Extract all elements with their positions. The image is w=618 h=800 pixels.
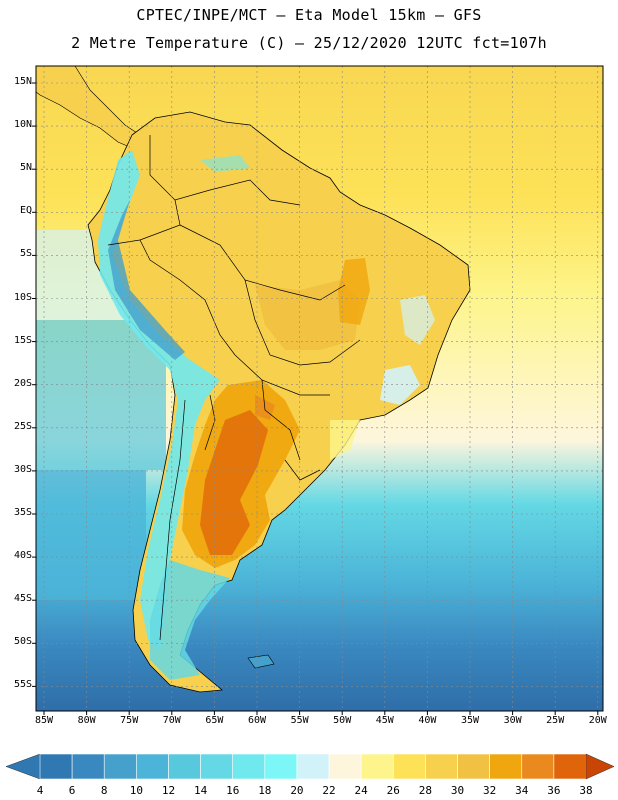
central-america — [36, 66, 141, 149]
lat-label: 40S — [13, 550, 32, 562]
lon-label: 60W — [247, 715, 267, 726]
colorbar-low-arrow — [5, 753, 41, 780]
colorbar-label: 36 — [547, 784, 561, 797]
lon-label: 45W — [375, 715, 394, 726]
colorbar-swatch — [232, 753, 266, 780]
lat-label: 5N — [19, 162, 32, 174]
colorbar-label: 22 — [322, 784, 336, 797]
lon-label: 40W — [418, 715, 437, 726]
colorbar-swatch — [553, 753, 587, 780]
colorbar-swatch — [392, 753, 426, 780]
map-title: CPTEC/INPE/MCT – Eta Model 15km – GFS — [136, 6, 482, 24]
lon-label: 75W — [120, 715, 139, 726]
lat-label: 25S — [13, 420, 32, 432]
colorbar-swatch — [264, 753, 298, 780]
colorbar-swatch — [200, 753, 234, 780]
colorbar-label: 6 — [68, 784, 76, 797]
colorbar-label: 10 — [129, 784, 143, 797]
colorbar-label: 8 — [100, 784, 108, 797]
lat-label: 15S — [13, 334, 32, 346]
lat-label: 10S — [13, 291, 32, 303]
lat-label: 15N — [13, 76, 32, 87]
colorbar-label: 32 — [483, 784, 497, 797]
lat-label: 35S — [13, 507, 32, 518]
lon-label: 55W — [290, 715, 309, 726]
map-subtitle: 2 Metre Temperature (C) – 25/12/2020 12U… — [71, 34, 547, 52]
colorbar-high-arrow — [585, 753, 615, 780]
colorbar-swatch — [489, 753, 523, 780]
lon-label: 80W — [77, 715, 96, 726]
country-borders — [107, 135, 361, 641]
colorbar-swatch — [360, 753, 394, 780]
colorbar-swatch — [425, 753, 458, 780]
colorbar-swatch — [136, 753, 169, 780]
lon-label: 35W — [460, 715, 480, 726]
colorbar-label: 4 — [36, 784, 44, 797]
lon-label: 20W — [588, 715, 607, 726]
lat-label: EQ — [19, 205, 32, 217]
colorbar-swatch — [103, 753, 137, 780]
colorbar-label: 26 — [386, 784, 400, 797]
lon-label: 85W — [34, 715, 54, 726]
lon-label: 65W — [205, 715, 224, 726]
colorbar-swatch — [521, 753, 555, 780]
colorbar-label: 18 — [258, 784, 272, 797]
colorbar-label: 34 — [515, 784, 529, 797]
colorbar-label: 20 — [290, 784, 304, 797]
temperature-colorbar — [5, 753, 615, 780]
colorbar-label: 24 — [354, 784, 368, 797]
lat-label: 30S — [13, 463, 32, 475]
falkland-islands — [247, 654, 275, 669]
lat-label: 45S — [13, 593, 32, 605]
colorbar-swatch — [328, 753, 362, 780]
lon-label: 25W — [546, 715, 565, 726]
lat-label: 10N — [13, 119, 32, 131]
colorbar-swatch — [168, 753, 201, 780]
colorbar-swatch — [457, 753, 490, 780]
lon-label: 70W — [162, 715, 181, 726]
colorbar-label: 12 — [161, 784, 176, 797]
lat-label: 50S — [13, 636, 32, 648]
colorbar-swatch — [39, 753, 73, 780]
colorbar-label: 14 — [193, 784, 208, 797]
lon-label: 30W — [503, 715, 522, 726]
colorbar-swatch — [296, 753, 330, 780]
lat-label: 5S — [19, 248, 32, 260]
lat-label: 20S — [13, 377, 32, 389]
colorbar-label: 28 — [418, 784, 433, 797]
lon-label: 50W — [333, 715, 352, 726]
andes-cool-band — [98, 150, 220, 650]
colorbar-label: 30 — [450, 784, 465, 797]
colorbar-label: 16 — [226, 784, 240, 797]
colorbar-label: 38 — [579, 784, 593, 797]
colorbar-swatch — [71, 753, 105, 780]
lat-label: 55S — [13, 679, 32, 691]
